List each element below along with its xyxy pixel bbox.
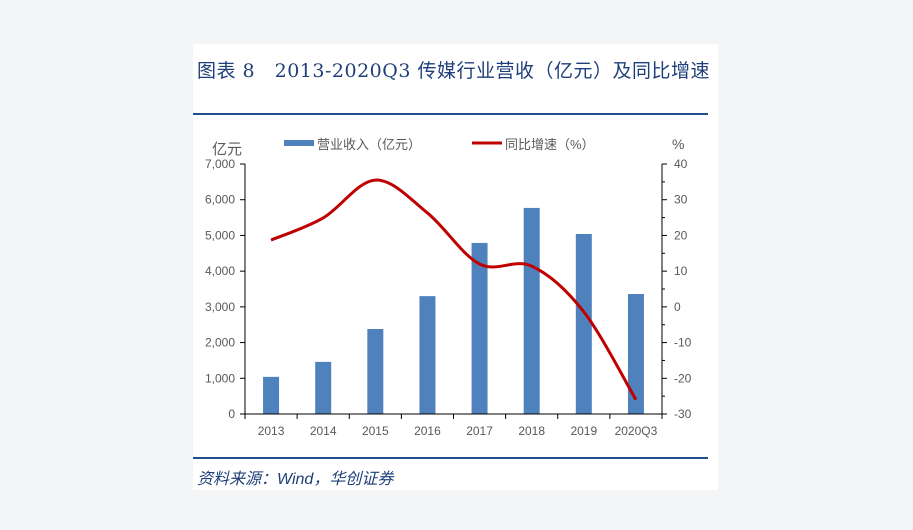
figure-title: 图表 8 2013-2020Q3 传媒行业营收（亿元）及同比增速 (197, 60, 710, 82)
x-tick-label: 2019 (570, 424, 597, 438)
bar-2018 (523, 207, 540, 414)
right-tick-label: 10 (674, 264, 688, 278)
x-tick-label: 2013 (258, 424, 285, 438)
right-tick-label: 40 (674, 157, 688, 171)
bar-2014 (315, 361, 332, 414)
right-axis-title: % (672, 136, 684, 152)
source-note: 资料来源：Wind，华创证券 (197, 471, 394, 488)
bar-2019 (575, 234, 592, 414)
legend-line-label: 同比增速（%） (505, 137, 595, 152)
left-tick-label: 7,000 (205, 157, 235, 171)
bar-2015 (367, 329, 384, 414)
growth-line (270, 178, 638, 401)
right-tick-label: -30 (674, 407, 692, 421)
legend-bar-label: 营业收入（亿元） (317, 137, 421, 152)
right-tick-label: -20 (674, 371, 692, 385)
left-tick-label: 0 (228, 407, 235, 421)
right-tick-label: 20 (674, 228, 688, 242)
left-tick-label: 4,000 (205, 264, 235, 278)
legend-bar-swatch (284, 140, 314, 146)
figure-card: 图表 8 2013-2020Q3 传媒行业营收（亿元）及同比增速 资料来源：Wi… (193, 44, 718, 490)
title-divider (193, 113, 708, 115)
left-tick-label: 6,000 (205, 193, 235, 207)
right-tick-label: 0 (674, 300, 681, 314)
x-tick-label: 2018 (518, 424, 545, 438)
left-tick-label: 1,000 (205, 371, 235, 385)
left-tick-label: 2,000 (205, 336, 235, 350)
left-tick-label: 5,000 (205, 228, 235, 242)
x-tick-label: 2017 (466, 424, 493, 438)
bar-2017 (471, 242, 488, 414)
right-tick-label: 30 (674, 193, 688, 207)
bar-2013 (263, 376, 280, 414)
x-tick-label: 2016 (414, 424, 441, 438)
x-tick-label: 2014 (310, 424, 337, 438)
x-tick-label: 2020Q3 (615, 424, 658, 438)
source-divider (193, 457, 708, 459)
x-tick-label: 2015 (362, 424, 389, 438)
left-tick-label: 3,000 (205, 300, 235, 314)
right-tick-label: -10 (674, 336, 692, 350)
left-axis-title: 亿元 (212, 141, 242, 158)
bar-2016 (419, 296, 436, 414)
bar-2020Q3 (627, 294, 644, 414)
